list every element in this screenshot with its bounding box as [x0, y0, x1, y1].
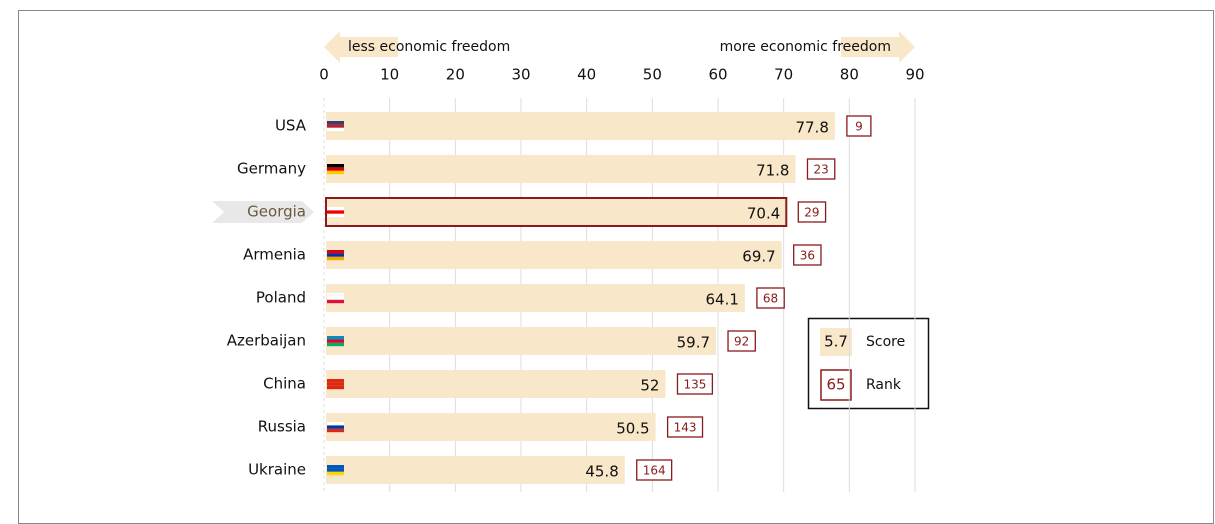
x-tick-label: 90 [905, 66, 924, 84]
legend-score-label: Score [866, 334, 905, 350]
flag [327, 379, 344, 383]
value-label: 69.7 [742, 248, 775, 266]
x-tick-label: 30 [511, 66, 530, 84]
flag [327, 256, 344, 261]
bar [326, 241, 782, 269]
y-tick-label: Russia [258, 418, 306, 436]
legend-score-example: 5.7 [824, 333, 848, 351]
rank-label: 36 [800, 249, 815, 263]
rank-label: 135 [683, 378, 706, 392]
left-arrow [324, 31, 398, 63]
value-label: 59.7 [677, 334, 710, 352]
rank-box [806, 158, 836, 180]
rank-box [666, 416, 704, 438]
x-tick-label: 50 [643, 66, 662, 84]
y-tick-label: Azerbaijan [227, 332, 306, 350]
y-tick-label: Poland [256, 289, 306, 307]
flag [327, 299, 344, 304]
flag [327, 207, 344, 211]
right-arrow [841, 31, 915, 63]
rank-label: 68 [763, 292, 778, 306]
bar [326, 112, 835, 140]
flag [327, 385, 344, 390]
flag [327, 422, 344, 426]
flag [327, 170, 344, 175]
flag [327, 336, 344, 340]
y-tick-label: Ukraine [248, 461, 306, 479]
flag [327, 127, 344, 132]
rank-label: 23 [813, 163, 828, 177]
value-label: 50.5 [616, 420, 649, 438]
x-tick-label: 40 [577, 66, 596, 84]
bar [326, 327, 717, 355]
legend-score-swatch [820, 328, 852, 356]
legend-rank-label: Rank [866, 377, 902, 393]
flag [327, 253, 344, 257]
rank-box [756, 287, 785, 309]
flag [327, 164, 344, 168]
bar [326, 155, 796, 183]
flag [327, 124, 344, 128]
flag [327, 468, 344, 472]
flag [327, 213, 344, 218]
value-label: 52 [640, 377, 659, 395]
x-tick-label: 70 [774, 66, 793, 84]
bar [326, 413, 656, 441]
flag [327, 382, 344, 386]
flag [327, 167, 344, 171]
x-tick-label: 60 [708, 66, 727, 84]
rank-box [676, 373, 714, 395]
flag [327, 428, 344, 433]
flag [327, 296, 344, 300]
rank-label: 143 [674, 421, 697, 435]
rank-label: 92 [734, 335, 749, 349]
y-tick-label: USA [275, 117, 307, 135]
bar [326, 456, 625, 484]
rank-box [846, 115, 872, 137]
highlight-pointer [212, 201, 314, 223]
rank-box [797, 201, 827, 223]
rank-box [636, 459, 673, 481]
flag [327, 425, 344, 429]
x-tick-label: 10 [380, 66, 399, 84]
y-tick-label: Armenia [243, 246, 306, 264]
rank-box [793, 244, 822, 266]
bar [325, 197, 788, 227]
flag [327, 121, 344, 125]
x-tick-label: 20 [446, 66, 465, 84]
rank-label: 164 [643, 464, 666, 478]
value-label: 71.8 [756, 162, 789, 180]
flag [327, 293, 344, 297]
flag [327, 339, 344, 343]
y-tick-label: China [263, 375, 306, 393]
flag [327, 210, 344, 214]
value-label: 70.4 [747, 205, 780, 223]
bar [326, 370, 666, 398]
x-tick-label: 80 [840, 66, 859, 84]
annotation-left: less economic freedom [348, 39, 510, 55]
legend-rank-swatch [820, 369, 852, 401]
value-label: 64.1 [706, 291, 739, 309]
value-label: 77.8 [795, 119, 828, 137]
y-tick-label: Germany [237, 160, 306, 178]
rank-label: 29 [804, 206, 819, 220]
flag [327, 250, 344, 254]
rank-box [727, 330, 756, 352]
bar [326, 284, 745, 312]
value-label: 45.8 [585, 463, 618, 481]
flag [327, 465, 344, 469]
y-tick-label: Georgia [247, 203, 306, 221]
legend-rank-example: 65 [826, 376, 845, 394]
flag [327, 342, 344, 347]
x-tick-label: 0 [319, 66, 329, 84]
annotation-right: more economic freedom [720, 39, 891, 55]
rank-label: 9 [855, 120, 863, 134]
flag [327, 471, 344, 476]
